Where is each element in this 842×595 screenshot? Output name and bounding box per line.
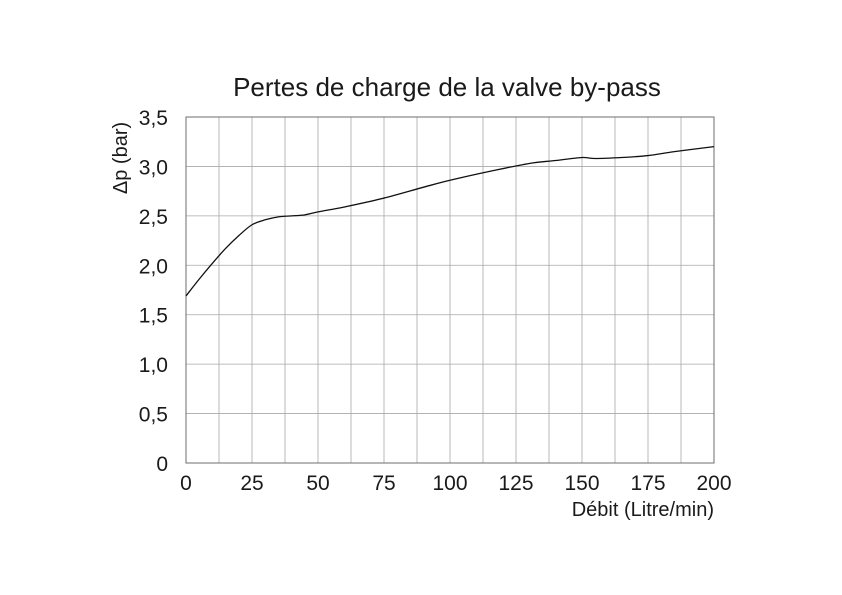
y-tick-label: 3,0 xyxy=(139,156,168,179)
x-tick-label: 50 xyxy=(306,472,329,495)
series-group xyxy=(185,146,715,297)
series-line xyxy=(185,146,715,297)
x-tick-label: 200 xyxy=(696,472,731,495)
x-tick-label: 175 xyxy=(630,472,665,495)
y-axis-label: Δp (bar) xyxy=(110,122,132,194)
x-axis-label: Débit (Litre/min) xyxy=(572,499,714,521)
y-tick-label: 0 xyxy=(156,453,168,476)
chart-title: Pertes de charge de la valve by-pass xyxy=(233,72,661,102)
y-axis-ticks: 0 0,5 1,0 1,5 2,0 2,5 3,0 3,5 xyxy=(139,107,168,476)
grid xyxy=(186,117,714,463)
y-tick-label: 0,5 xyxy=(139,404,168,427)
y-tick-label: 1,0 xyxy=(139,354,168,377)
x-tick-label: 150 xyxy=(564,472,599,495)
y-tick-label: 2,5 xyxy=(139,206,168,229)
x-tick-label: 0 xyxy=(180,472,192,495)
y-tick-label: 1,5 xyxy=(139,305,168,328)
x-tick-label: 75 xyxy=(372,472,395,495)
plot-area xyxy=(185,116,715,464)
x-tick-label: 100 xyxy=(432,472,467,495)
y-tick-label: 2,0 xyxy=(139,255,168,278)
x-tick-label: 125 xyxy=(498,472,533,495)
x-tick-label: 25 xyxy=(240,472,263,495)
x-axis-ticks: 0 25 50 75 100 125 150 175 200 xyxy=(180,472,731,495)
y-tick-label: 3,5 xyxy=(139,107,168,130)
